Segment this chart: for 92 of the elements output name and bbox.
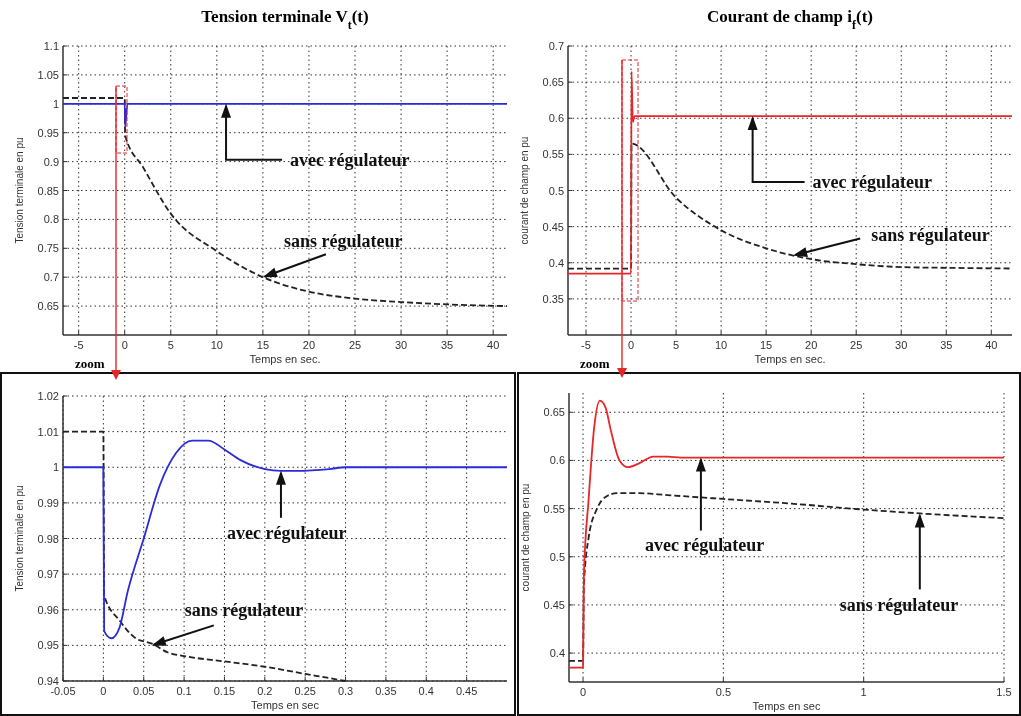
- annotation: avec régulateur: [644, 534, 765, 555]
- x-tick-label: 5: [673, 339, 680, 351]
- x-tick-label: 25: [850, 339, 863, 351]
- line-series: [568, 399, 1005, 669]
- chart-title: Tension terminale V$_{t}$(t): [201, 7, 369, 32]
- y-tick-label: 1.1: [43, 40, 59, 52]
- chart-title: Courant de champ i$_{f}$(t): [707, 7, 873, 32]
- x-tick-label: 0.3: [337, 685, 354, 697]
- y-tick-label: 0.6: [549, 454, 565, 467]
- y-axis-title: courant de champ en pu: [519, 136, 530, 245]
- x-axis-title: Temps en sec: [251, 699, 320, 711]
- x-tick-label: -5: [73, 339, 84, 351]
- y-tick-label: 1.02: [37, 390, 59, 402]
- y-tick-label: 0.4: [549, 647, 565, 660]
- y-tick-label: 0.55: [543, 502, 565, 515]
- x-tick-label: 20: [805, 339, 818, 351]
- x-tick-label: 5: [167, 339, 174, 351]
- x-tick-label: 0.5: [715, 686, 731, 698]
- y-tick-label: 0.35: [542, 292, 564, 305]
- x-tick-label: 0: [579, 686, 587, 698]
- y-tick-label: 0.6: [548, 112, 564, 125]
- y-tick-label: 0.45: [543, 598, 565, 611]
- x-tick-label: 15: [256, 339, 270, 351]
- y-tick-label: 0.7: [548, 40, 564, 52]
- y-axis-title: Tension terminale en pu: [14, 485, 25, 592]
- y-tick-label: 0.45: [542, 220, 564, 233]
- x-tick-label: 10: [714, 339, 728, 351]
- x-tick-label: -0.05: [50, 685, 76, 697]
- y-tick-label: 0.96: [37, 603, 59, 616]
- x-tick-label: 30: [895, 339, 908, 351]
- annotation: sans régulateur: [871, 224, 990, 245]
- x-tick-label: 20: [302, 339, 316, 351]
- y-tick-label: 1.05: [37, 68, 59, 81]
- x-tick-label: 10: [210, 339, 223, 351]
- x-tick-label: 35: [940, 339, 953, 351]
- y-tick-label: 0.65: [37, 300, 59, 313]
- text: zoom: [75, 356, 105, 371]
- y-tick-label: 0.95: [37, 639, 59, 652]
- x-tick-label: 0: [121, 339, 128, 351]
- annotation: avec régulateur: [812, 172, 933, 193]
- y-tick-label: 1: [52, 461, 59, 474]
- text: zoom: [580, 356, 610, 371]
- x-tick-label: 1.5: [996, 686, 1012, 698]
- y-tick-label: 0.5: [549, 550, 565, 563]
- y-tick-label: 0.4: [548, 256, 564, 269]
- y-tick-label: 0.95: [37, 126, 59, 139]
- x-tick-label: 35: [441, 339, 454, 351]
- x-tick-label: 15: [760, 339, 773, 351]
- y-tick-label: 0.8: [43, 213, 59, 226]
- x-tick-label: 40: [985, 339, 998, 351]
- y-tick-label: 0.5: [548, 184, 564, 197]
- y-tick-label: 0.65: [542, 76, 564, 89]
- x-tick-label: 30: [394, 339, 408, 351]
- annotation: avec régulateur: [290, 149, 410, 170]
- line-series: [62, 439, 508, 640]
- y-axis-title: courant de champ en pu: [520, 483, 531, 592]
- x-tick-label: 25: [348, 339, 362, 351]
- x-tick-label: 0.25: [294, 685, 316, 697]
- x-axis-title: Temps en sec.: [249, 353, 321, 365]
- x-tick-label: 0.15: [213, 685, 236, 697]
- x-axis-title: Temps en sec: [752, 700, 821, 712]
- y-tick-label: 1: [52, 97, 59, 110]
- y-tick-label: 0.65: [543, 406, 565, 419]
- y-axis-title: Tension terminale en pu: [14, 137, 25, 244]
- annotation: sans régulateur: [184, 600, 304, 621]
- annotation: avec régulateur: [226, 522, 347, 543]
- y-tick-label: 0.9: [43, 155, 59, 168]
- annotation: sans régulateur: [839, 595, 959, 616]
- x-tick-label: 0.4: [418, 685, 434, 697]
- x-tick-label: -5: [581, 339, 591, 351]
- line-series: [62, 97, 508, 307]
- y-tick-label: 1.01: [37, 425, 59, 438]
- x-tick-label: 0.1: [176, 685, 192, 697]
- x-tick-label: 1: [860, 686, 867, 698]
- line-series: [567, 70, 1013, 275]
- x-tick-label: 40: [487, 339, 500, 351]
- x-tick-label: 0: [100, 685, 107, 697]
- x-axis-title: Temps en sec.: [754, 353, 826, 365]
- annotation: sans régulateur: [283, 231, 403, 252]
- y-tick-label: 0.97: [37, 568, 59, 581]
- x-tick-label: 0.35: [375, 685, 397, 697]
- y-tick-label: 0.75: [37, 242, 59, 255]
- x-tick-label: 0: [627, 339, 635, 351]
- x-tick-label: 0.2: [257, 685, 273, 697]
- y-tick-label: 0.94: [37, 675, 59, 687]
- y-tick-label: 0.85: [37, 184, 59, 197]
- y-tick-label: 0.55: [542, 148, 564, 161]
- y-tick-label: 0.7: [43, 271, 59, 284]
- y-tick-label: 0.99: [37, 496, 59, 509]
- x-tick-label: 0.05: [133, 685, 155, 697]
- y-tick-label: 0.98: [37, 532, 59, 545]
- x-tick-label: 0.45: [455, 685, 478, 697]
